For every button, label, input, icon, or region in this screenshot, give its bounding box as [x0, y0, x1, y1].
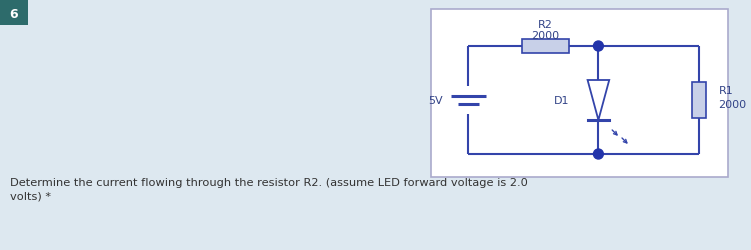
- Text: 6: 6: [10, 8, 18, 22]
- Circle shape: [593, 150, 603, 159]
- Text: R2: R2: [538, 20, 553, 30]
- Text: 2000: 2000: [531, 31, 559, 41]
- Text: 5V: 5V: [428, 96, 443, 106]
- Text: D1: D1: [553, 96, 569, 106]
- Bar: [522, 40, 569, 54]
- Text: Determine the current flowing through the resistor R2. (assume LED forward volta: Determine the current flowing through th…: [10, 177, 528, 201]
- Text: R1: R1: [719, 86, 733, 96]
- Bar: [431, 10, 728, 177]
- Circle shape: [593, 42, 603, 52]
- Text: 2000: 2000: [719, 100, 746, 110]
- Polygon shape: [587, 81, 609, 120]
- Bar: [692, 83, 706, 118]
- Bar: [0, 0, 28, 26]
